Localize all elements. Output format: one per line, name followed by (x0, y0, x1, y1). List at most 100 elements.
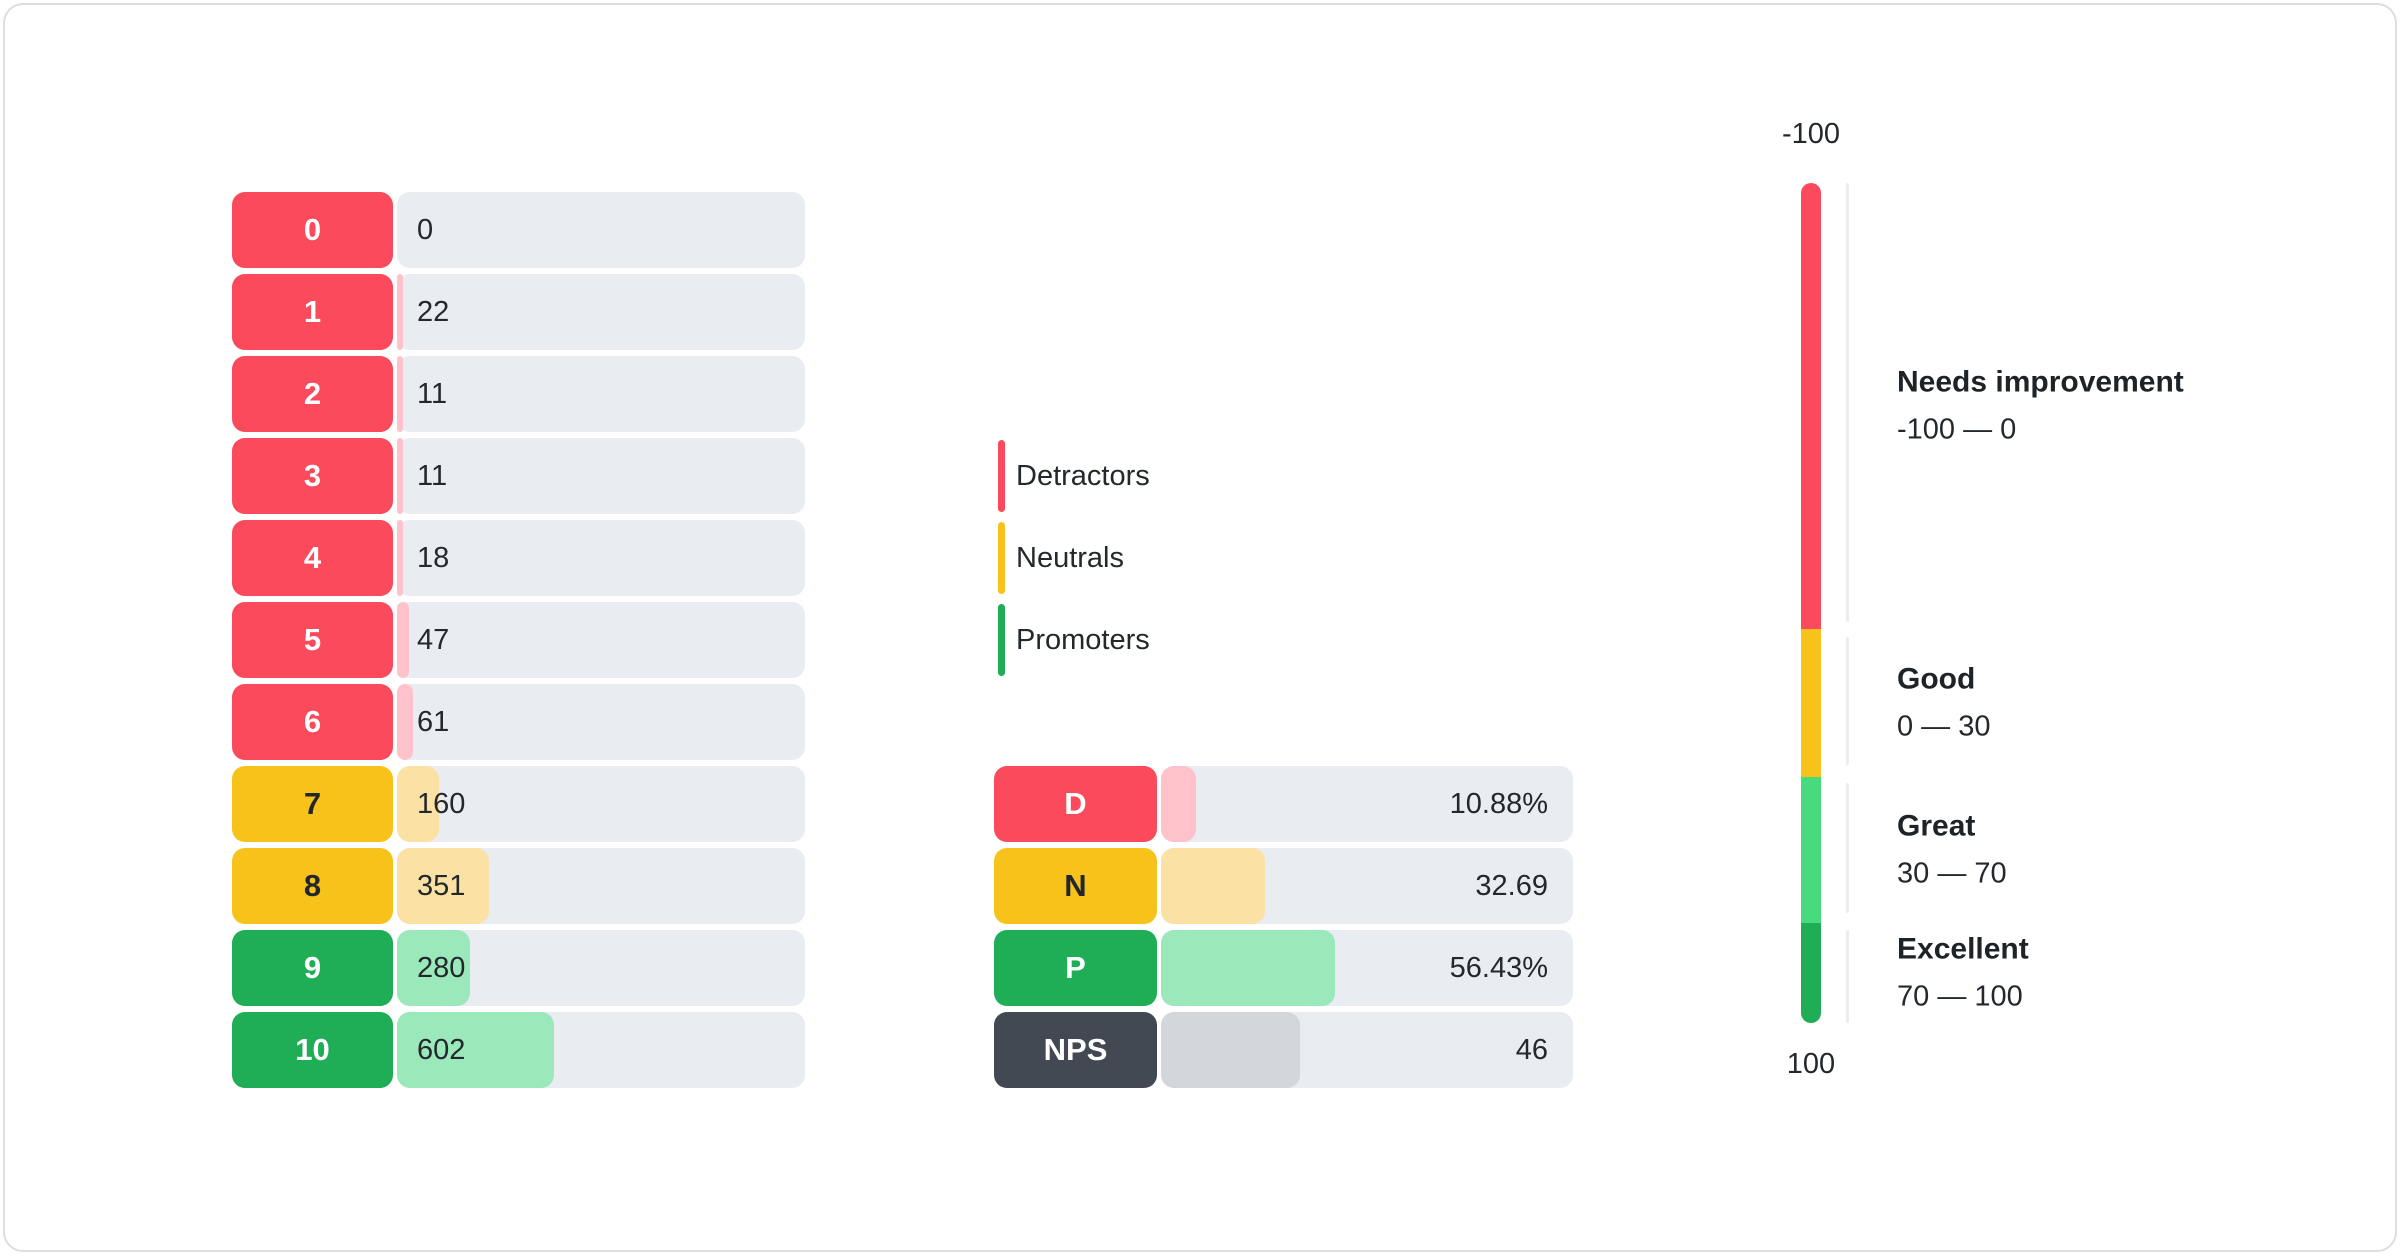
legend: Detractors Neutrals Promoters (998, 438, 1150, 684)
score-bar-track: 160 (397, 766, 805, 842)
legend-color-tick (998, 440, 1005, 512)
score-bar-track: 47 (397, 602, 805, 678)
gauge-band-range: 70 — 100 (1897, 980, 2023, 1013)
score-value: 18 (417, 541, 450, 574)
score-row: 10 602 (232, 1012, 805, 1088)
gauge-band-range: 0 — 30 (1897, 710, 1991, 743)
summary-bar-fill (1161, 1012, 1300, 1088)
score-value: 11 (417, 459, 448, 492)
legend-label: Detractors (1016, 459, 1150, 492)
summary-bar-track: 32.69 (1161, 848, 1573, 924)
score-bar-track: 11 (397, 356, 805, 432)
score-value: 47 (417, 623, 450, 656)
summary-row: NPS 46 (994, 1012, 1573, 1088)
score-bar-fill (397, 930, 471, 1006)
score-value: 0 (417, 213, 434, 246)
score-bar-track: 18 (397, 520, 805, 596)
gauge-segment (1801, 923, 1821, 1023)
score-bar-track: 61 (397, 684, 805, 760)
legend-label: Neutrals (1016, 541, 1124, 574)
legend-color-tick (998, 522, 1005, 594)
score-badge: 10 (232, 1012, 393, 1088)
score-bar-fill (397, 766, 439, 842)
score-badge: 0 (232, 192, 393, 268)
legend-color-tick (998, 604, 1005, 676)
score-value: 351 (417, 869, 466, 902)
score-value: 22 (417, 295, 450, 328)
score-row: 3 11 (232, 438, 805, 514)
summary-badge: D (994, 766, 1157, 842)
score-badge: 2 (232, 356, 393, 432)
score-bar-track: 280 (397, 930, 805, 1006)
summary-badge: P (994, 930, 1157, 1006)
score-badge: 7 (232, 766, 393, 842)
score-row: 9 280 (232, 930, 805, 1006)
score-badge: 3 (232, 438, 393, 514)
score-bar-track: 22 (397, 274, 805, 350)
score-bar-fill (397, 602, 410, 678)
gauge-segment (1801, 629, 1821, 777)
score-badge: 4 (232, 520, 393, 596)
summary-value: 56.43% (1449, 951, 1548, 984)
summary-bar-track: 10.88% (1161, 766, 1573, 842)
summary-row: D 10.88% (994, 766, 1573, 842)
gauge-ruler-segment (1846, 637, 1849, 765)
gauge-band-label: Excellent 70 — 100 (1897, 933, 2029, 1014)
gauge-top-axis-label: -100 (1781, 118, 1841, 150)
gauge-band-range: -100 — 0 (1897, 413, 2017, 446)
summary-row: P 56.43% (994, 930, 1573, 1006)
gauge-band-title: Needs improvement (1897, 365, 2184, 399)
gauge-band-label: Good 0 — 30 (1897, 663, 1991, 744)
score-badge: 5 (232, 602, 393, 678)
gauge-ruler-segment (1846, 783, 1849, 913)
summary-value: 32.69 (1475, 869, 1548, 902)
gauge-band-title: Great (1897, 809, 1976, 843)
score-bar-track: 351 (397, 848, 805, 924)
score-badge: 6 (232, 684, 393, 760)
gauge-band-range: 30 — 70 (1897, 857, 2007, 890)
legend-item: Neutrals (998, 520, 1150, 596)
summary-bar-fill (1161, 766, 1197, 842)
gauge-segment (1801, 183, 1821, 630)
gauge-ruler-segment (1846, 930, 1849, 1023)
gauge-band-label: Great 30 — 70 (1897, 810, 2007, 891)
score-value: 280 (417, 951, 466, 984)
score-row: 4 18 (232, 520, 805, 596)
score-value: 61 (417, 705, 450, 738)
summary-value: 10.88% (1449, 787, 1548, 820)
gauge-segment (1801, 776, 1821, 924)
score-distribution-list: 0 0 1 22 2 11 3 11 4 18 5 47 6 61 7 160 8 351 9 280 10 602 (232, 192, 805, 1094)
legend-item: Detractors (998, 438, 1150, 514)
summary-value: 46 (1515, 1033, 1548, 1066)
summary-bars: D 10.88% N 32.69 P 56.43% NPS 46 (994, 766, 1573, 1094)
score-row: 6 61 (232, 684, 805, 760)
score-value: 11 (417, 377, 448, 410)
score-row: 8 351 (232, 848, 805, 924)
legend-item: Promoters (998, 602, 1150, 678)
score-bar-fill (397, 848, 489, 924)
summary-badge: N (994, 848, 1157, 924)
legend-label: Promoters (1016, 623, 1150, 656)
summary-badge: NPS (994, 1012, 1157, 1088)
gauge-band-label: Needs improvement -100 — 0 (1897, 366, 2184, 447)
score-row: 5 47 (232, 602, 805, 678)
summary-bar-fill (1161, 930, 1335, 1006)
score-bar-track: 602 (397, 1012, 805, 1088)
score-row: 2 11 (232, 356, 805, 432)
score-value: 160 (417, 787, 466, 820)
score-row: 1 22 (232, 274, 805, 350)
gauge-band-title: Good (1897, 662, 1976, 696)
score-bar-track: 0 (397, 192, 805, 268)
score-badge: 8 (232, 848, 393, 924)
summary-bar-track: 56.43% (1161, 930, 1573, 1006)
score-badge: 1 (232, 274, 393, 350)
summary-row: N 32.69 (994, 848, 1573, 924)
score-bar-track: 11 (397, 438, 805, 514)
score-bar-fill (397, 356, 403, 432)
score-bar-fill (397, 274, 403, 350)
score-bar-fill (397, 684, 413, 760)
gauge-bar (1801, 183, 1821, 1023)
summary-bar-fill (1161, 848, 1265, 924)
